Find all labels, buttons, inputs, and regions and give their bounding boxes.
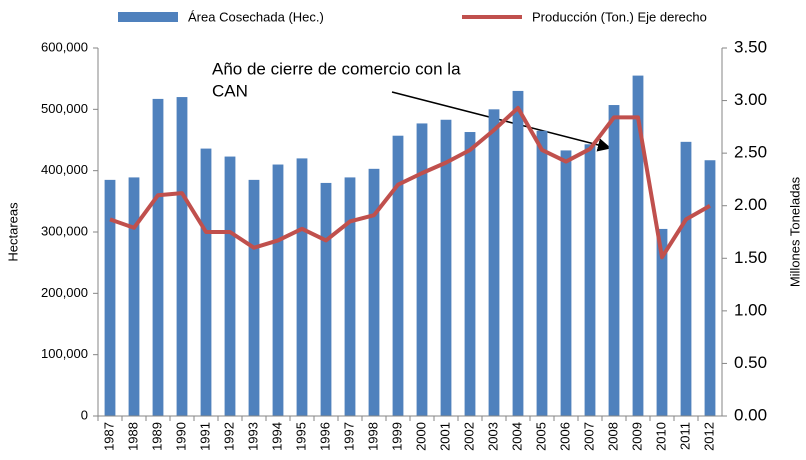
x-tick-label: 2004 [509, 422, 524, 451]
y2-tick-label: 0.50 [734, 353, 767, 372]
annotation-arrow [391, 91, 612, 152]
x-tick-label: 1995 [293, 422, 308, 451]
x-tick-label: 1988 [125, 422, 140, 451]
x-tick-label: 1993 [245, 422, 260, 451]
y-tick-label: 500,000 [41, 101, 88, 116]
x-tick-label: 2008 [605, 422, 620, 451]
y-tick-label: 300,000 [41, 223, 88, 238]
y2-tick-label: 3.00 [734, 90, 767, 109]
y-tick-label: 200,000 [41, 285, 88, 300]
bar [104, 179, 116, 416]
x-tick-label: 1996 [317, 422, 332, 451]
x-tick-label: 1989 [149, 422, 164, 451]
y2-axis-title: Millones Toneladas [787, 176, 802, 287]
bar [512, 90, 524, 416]
bar [440, 119, 452, 416]
bar [416, 123, 428, 416]
legend-swatch [118, 12, 178, 22]
bar [296, 158, 308, 416]
annotation: Año de cierre de comercio con la [212, 59, 461, 78]
bar [344, 177, 356, 416]
bar [272, 164, 284, 416]
x-tick-label: 2006 [557, 422, 572, 451]
bar [176, 97, 188, 417]
bar [704, 160, 716, 416]
y-tick-label: 600,000 [41, 39, 88, 54]
y2-tick-label: 1.00 [734, 300, 767, 319]
y2-tick-label: 0.00 [734, 405, 767, 424]
x-tick-label: 1987 [101, 422, 116, 451]
y2-tick-label: 2.00 [734, 195, 767, 214]
y2-tick-label: 3.50 [734, 37, 767, 56]
bar [560, 150, 572, 416]
x-tick-label: 2010 [653, 422, 668, 451]
bar [680, 141, 692, 416]
bar [464, 132, 476, 416]
x-tick-label: 2007 [581, 422, 596, 451]
bar [536, 130, 548, 417]
x-tick-label: 2011 [677, 422, 692, 450]
bar [320, 182, 332, 416]
annotation: CAN [212, 81, 248, 100]
legend-label: Área Cosechada (Hec.) [188, 9, 324, 24]
x-tick-label: 1998 [365, 422, 380, 451]
y2-tick-label: 1.50 [734, 248, 767, 267]
bar [152, 98, 164, 416]
bar [128, 177, 140, 416]
x-tick-label: 1991 [197, 422, 212, 451]
x-tick-label: 2003 [485, 422, 500, 451]
x-tick-label: 2000 [413, 422, 428, 451]
legend-label: Producción (Ton.) Eje derecho [532, 9, 707, 24]
line [109, 105, 711, 260]
x-tick-label: 2009 [629, 422, 644, 451]
x-tick-label: 2005 [533, 422, 548, 451]
x-tick-label: 2001 [437, 422, 452, 451]
bar [584, 144, 596, 416]
x-tick-label: 1994 [269, 422, 284, 451]
y-axis-title: Hectareas [5, 202, 20, 262]
bar [200, 148, 212, 416]
y-tick-label: 100,000 [41, 346, 88, 361]
x-tick-label: 1992 [221, 422, 236, 451]
x-tick-label: 2012 [701, 422, 716, 451]
bar [368, 168, 380, 416]
bar [248, 179, 260, 416]
y2-tick-label: 2.50 [734, 143, 767, 162]
bar [392, 135, 404, 416]
bar [632, 75, 644, 416]
bar [656, 228, 668, 416]
x-tick-label: 1997 [341, 422, 356, 451]
x-tick-label: 1990 [173, 422, 188, 451]
x-tick-label: 2002 [461, 422, 476, 451]
bar [608, 105, 620, 416]
y-tick-label: 0 [81, 407, 88, 422]
y-tick-label: 400,000 [41, 162, 88, 177]
bar [488, 109, 500, 416]
x-tick-label: 1999 [389, 422, 404, 451]
bar [224, 156, 236, 416]
